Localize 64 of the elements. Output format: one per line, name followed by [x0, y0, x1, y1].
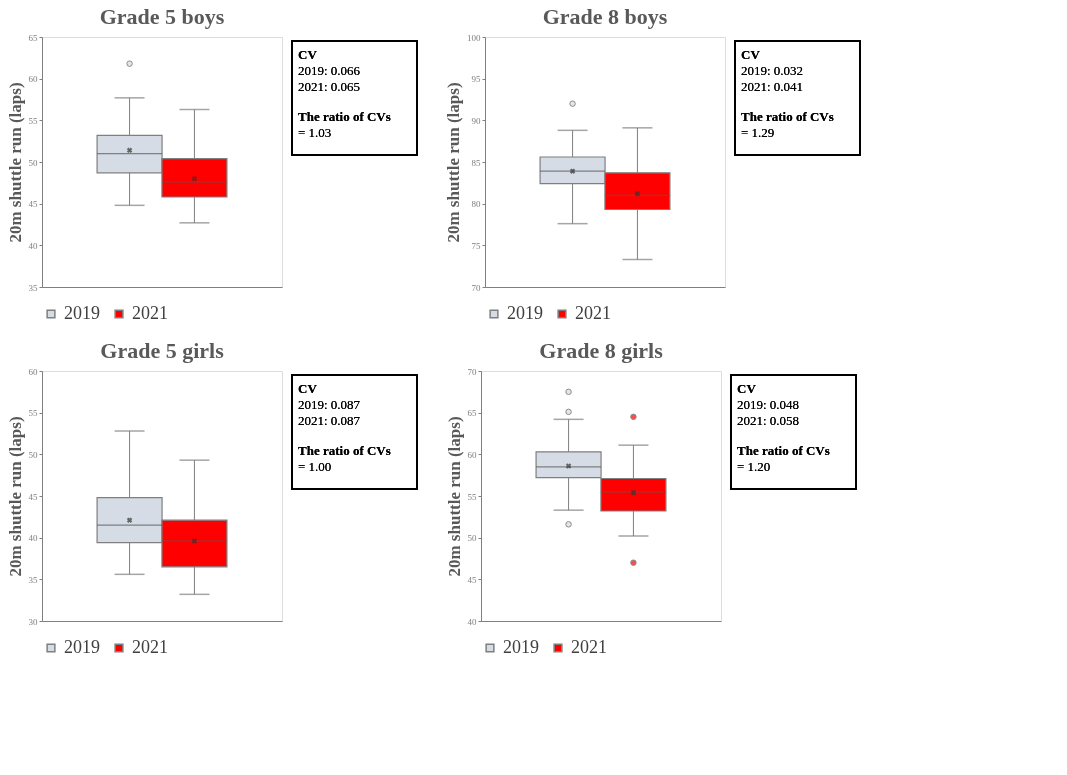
text: 2019: 0.066 — [298, 63, 361, 78]
y-tick-label: 85 — [471, 157, 481, 168]
text: 2019: 0.032 — [741, 63, 804, 78]
text: 2019: 0.087 — [298, 397, 361, 412]
text: = 1.20 — [737, 459, 771, 474]
text: 2021: 0.058 — [737, 413, 800, 428]
legend-label: 2021 — [575, 303, 611, 323]
legend-label: 2019 — [507, 303, 543, 323]
y-tick-label: 70 — [467, 366, 477, 377]
y-tick-label: 90 — [471, 115, 481, 126]
text: CV — [298, 381, 318, 396]
chart-title: Grade 5 boys — [99, 4, 225, 29]
text: The ratio of CVs — [741, 109, 834, 124]
y-tick-label: 65 — [28, 32, 38, 43]
y-tick-label: 45 — [467, 574, 477, 585]
y-tick-label: 50 — [28, 157, 38, 168]
text: The ratio of CVs — [737, 443, 830, 458]
y-tick-label: 50 — [28, 449, 38, 460]
y-axis-title: 20m shuttle run (laps) — [5, 416, 25, 577]
chart-title: Grade 5 girls — [100, 338, 225, 363]
text: = 1.00 — [298, 459, 332, 474]
y-tick-label: 60 — [28, 74, 38, 85]
chart-title: Grade 8 girls — [539, 338, 664, 363]
text: = 1.03 — [298, 125, 332, 140]
text: CV — [741, 47, 761, 62]
y-tick-label: 45 — [28, 491, 38, 502]
y-axis-title: 20m shuttle run (laps) — [444, 416, 464, 577]
y-tick-label: 40 — [467, 616, 477, 627]
y-tick-label: 80 — [471, 199, 481, 210]
text: The ratio of CVs — [298, 443, 391, 458]
y-tick-label: 55 — [28, 408, 38, 419]
y-tick-label: 55 — [467, 491, 477, 502]
legend-label: 2021 — [132, 637, 168, 657]
chart-title: Grade 8 boys — [542, 4, 668, 29]
text: 2021: 0.087 — [298, 413, 361, 428]
y-axis-title: 20m shuttle run (laps) — [5, 82, 25, 243]
y-tick-label: 40 — [28, 533, 38, 544]
legend-label: 2019 — [503, 637, 539, 657]
y-tick-label: 35 — [28, 282, 38, 293]
y-tick-label: 50 — [467, 533, 477, 544]
y-tick-label: 45 — [28, 199, 38, 210]
y-tick-label: 75 — [471, 240, 481, 251]
y-tick-label: 30 — [28, 616, 38, 627]
y-tick-label: 60 — [467, 449, 477, 460]
text: CV — [737, 381, 757, 396]
y-tick-label: 60 — [28, 366, 38, 377]
y-tick-label: 100 — [467, 32, 481, 43]
y-tick-label: 65 — [467, 408, 477, 419]
y-tick-label: 70 — [471, 282, 481, 293]
text: 2021: 0.041 — [741, 79, 804, 94]
text: The ratio of CVs — [298, 109, 391, 124]
y-tick-label: 55 — [28, 115, 38, 126]
y-tick-label: 35 — [28, 574, 38, 585]
legend-label: 2019 — [64, 303, 100, 323]
y-axis-title: 20m shuttle run (laps) — [444, 82, 463, 243]
legend-label: 2019 — [64, 637, 100, 657]
text: 2019: 0.048 — [737, 397, 800, 412]
y-tick-label: 95 — [471, 74, 481, 85]
text: 2021: 0.065 — [298, 79, 361, 94]
text: CV — [298, 47, 318, 62]
y-tick-label: 40 — [28, 240, 38, 251]
legend-label: 2021 — [132, 303, 168, 323]
legend-label: 2021 — [571, 637, 607, 657]
text: = 1.29 — [741, 125, 775, 140]
